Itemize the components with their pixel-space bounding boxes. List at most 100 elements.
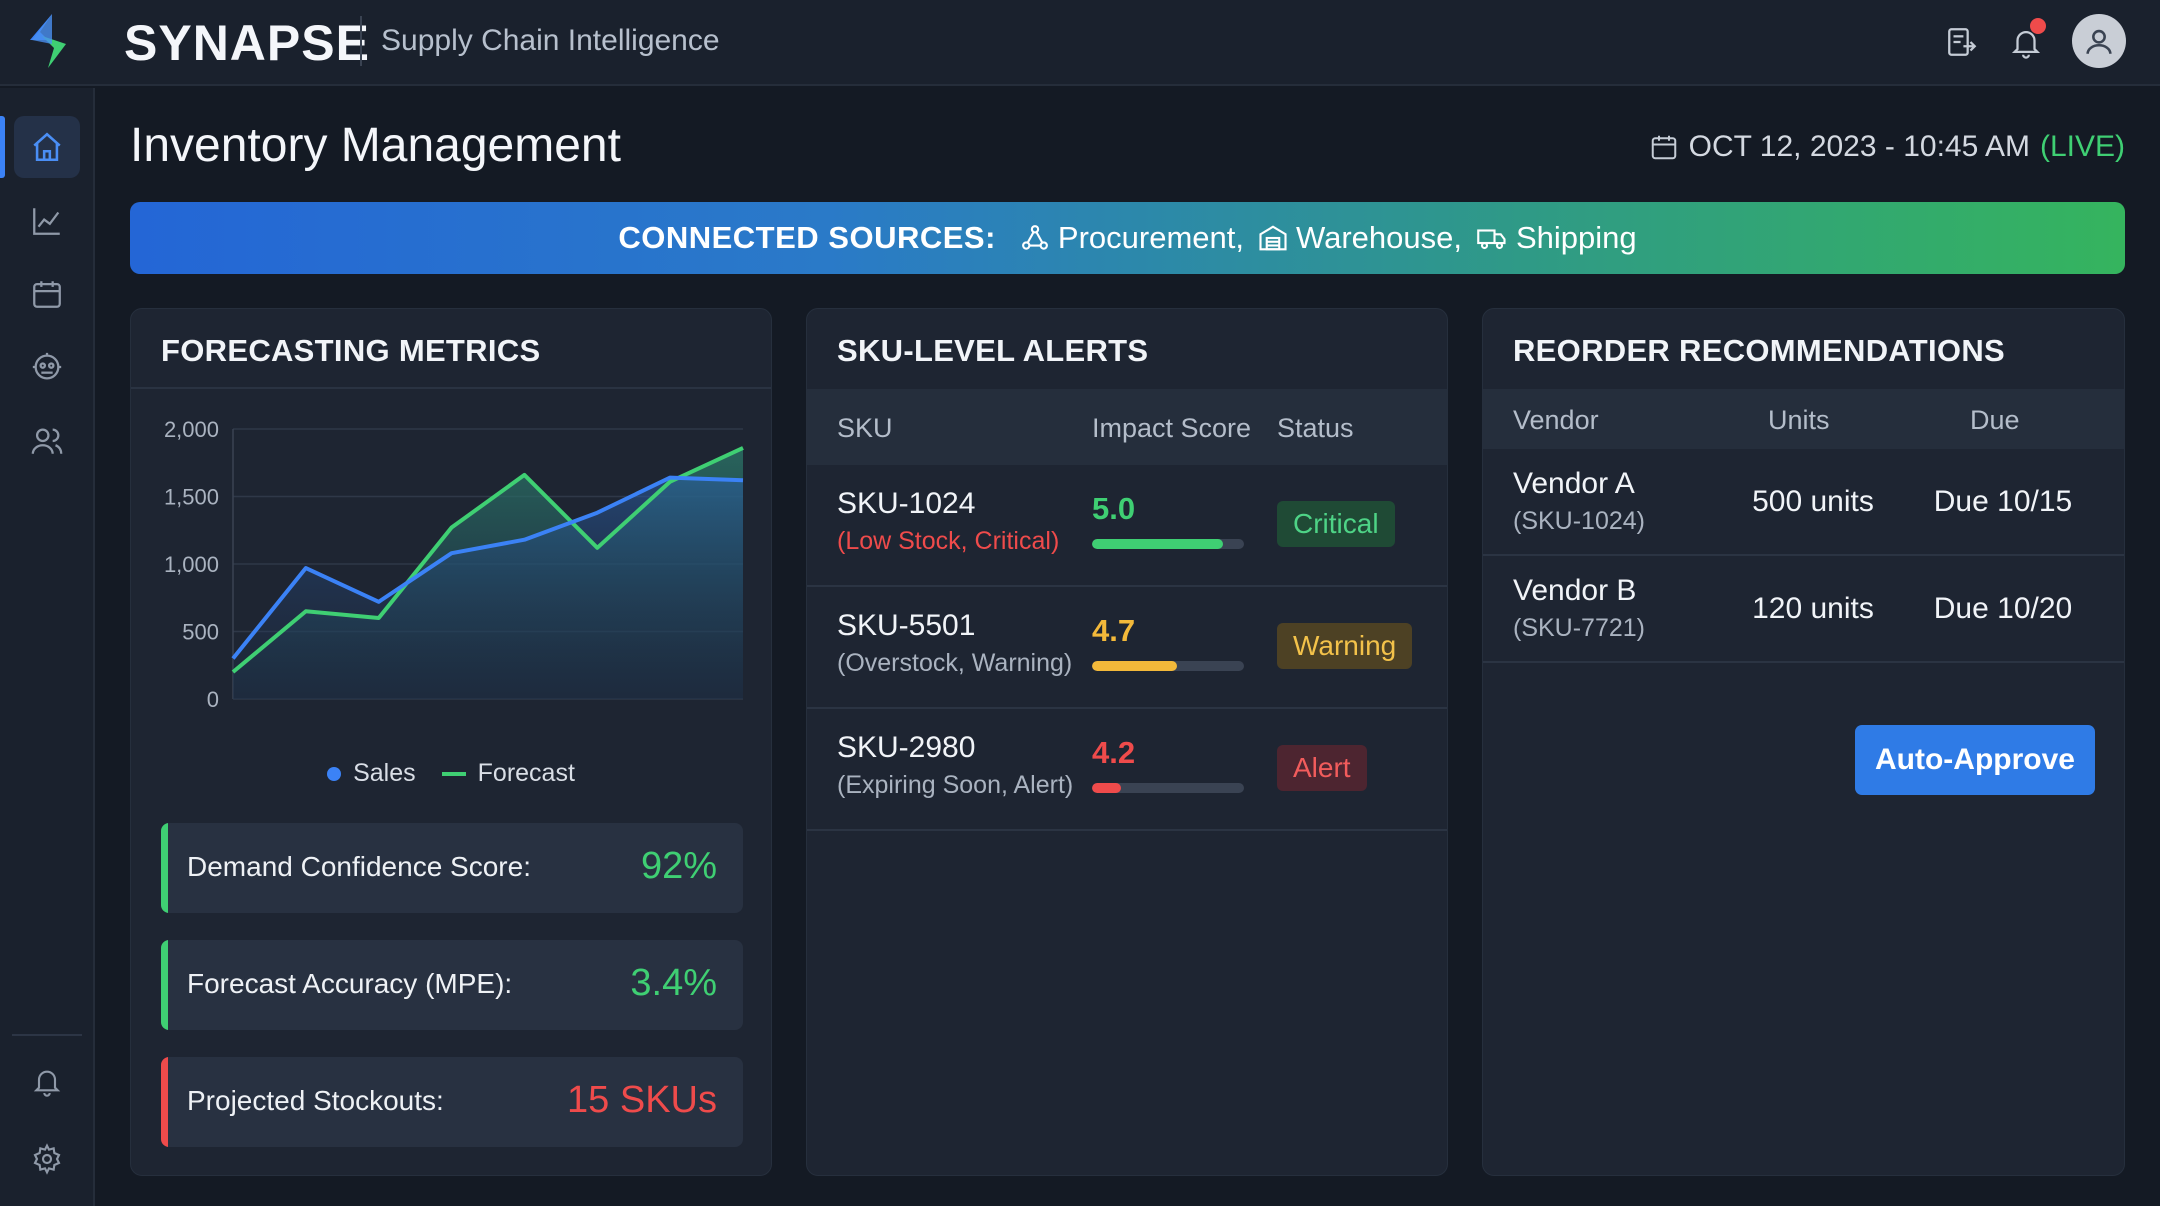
ai-brain-icon xyxy=(32,352,62,380)
sidebar-divider xyxy=(12,1034,82,1036)
panel-title: REORDER RECOMMENDATIONS xyxy=(1513,333,2006,368)
legend-item-forecast: Forecast xyxy=(441,759,575,788)
impact-score-fill xyxy=(1092,539,1223,549)
source-label: Procurement, xyxy=(1057,220,1244,255)
legend-item-sales: Sales xyxy=(327,759,416,788)
column-header-units: Units xyxy=(1768,405,1830,435)
metric-accent-bar xyxy=(161,940,168,1030)
sidebar-item-home[interactable] xyxy=(14,116,80,178)
impact-score: 4.7 xyxy=(1092,613,1136,648)
y-tick-label: 500 xyxy=(182,620,219,645)
metric-demand-confidence: Demand Confidence Score: 92% xyxy=(161,823,743,913)
reorder-due: Due 10/15 xyxy=(1933,485,2073,518)
sku-alerts-panel: SKU-LEVEL ALERTS SKU Impact Score Status… xyxy=(806,308,1448,1176)
panel-title: SKU-LEVEL ALERTS xyxy=(837,333,1149,368)
panel-title: FORECASTING METRICS xyxy=(161,333,541,368)
reorder-units: 120 units xyxy=(1752,592,1874,625)
notifications-button[interactable] xyxy=(2002,18,2050,66)
impact-score: 5.0 xyxy=(1092,491,1136,526)
table-row[interactable]: SKU-5501 (Overstock, Warning) 4.7 Warnin… xyxy=(807,587,1447,709)
vendor-name: Vendor B xyxy=(1513,574,1637,607)
metric-projected-stockouts: Projected Stockouts: 15 SKUs xyxy=(161,1057,743,1147)
users-icon xyxy=(31,428,63,454)
brand-subtitle: Supply Chain Intelligence xyxy=(381,24,720,57)
truck-icon xyxy=(1477,229,1506,250)
sku-id: SKU-5501 xyxy=(837,609,976,642)
calendar-icon xyxy=(1651,135,1676,160)
reorder-recommendations-panel: REORDER RECOMMENDATIONS Vendor Units Due… xyxy=(1482,308,2125,1176)
metric-value: 3.4% xyxy=(630,962,717,1004)
impact-score-bar xyxy=(1092,539,1244,549)
y-tick-label: 2,000 xyxy=(164,417,219,442)
forecast-chart: 0 500 1,000 1,500 2,000 xyxy=(164,417,744,712)
metric-accent-bar xyxy=(161,1057,168,1147)
sku-table-header: SKU Impact Score Status xyxy=(807,389,1447,465)
sidebar-item-calendar[interactable] xyxy=(14,263,80,325)
export-button[interactable] xyxy=(1938,18,1986,66)
warehouse-icon xyxy=(1259,225,1287,251)
export-icon xyxy=(1948,28,1977,56)
live-indicator: (LIVE) xyxy=(2039,130,2125,163)
bell-icon xyxy=(2011,31,2041,59)
notification-dot xyxy=(2030,18,2046,34)
legend-label: Sales xyxy=(353,759,416,787)
panel-divider xyxy=(131,387,771,389)
auto-approve-button[interactable]: Auto-Approve xyxy=(1855,725,2095,795)
connected-sources-label: CONNECTED SOURCES: xyxy=(618,220,996,255)
impact-score-fill xyxy=(1092,661,1178,671)
table-row[interactable]: SKU-2980 (Expiring Soon, Alert) 4.2 Aler… xyxy=(807,709,1447,831)
user-avatar[interactable] xyxy=(2072,14,2126,68)
y-tick-label: 0 xyxy=(207,687,219,712)
source-procurement[interactable]: Procurement, xyxy=(1020,220,1244,256)
sidebar xyxy=(0,88,95,1206)
metric-value: 15 SKUs xyxy=(567,1079,717,1121)
column-header-impact: Impact Score xyxy=(1092,413,1252,443)
table-row[interactable]: Vendor A (SKU-1024) 500 units Due 10/15 xyxy=(1483,449,2124,556)
y-tick-label: 1,000 xyxy=(164,552,219,577)
user-avatar-icon xyxy=(2086,29,2112,54)
column-header-due: Due xyxy=(1970,405,2020,435)
impact-score-bar xyxy=(1092,661,1244,671)
chart-legend: Sales Forecast xyxy=(131,759,771,788)
vendor-sku: (SKU-1024) xyxy=(1513,507,1645,535)
metric-value: 92% xyxy=(640,845,717,887)
metric-label: Demand Confidence Score: xyxy=(187,851,531,882)
table-row[interactable]: SKU-1024 (Low Stock, Critical) 5.0 Criti… xyxy=(807,465,1447,587)
active-indicator xyxy=(0,116,5,178)
column-header-sku: SKU xyxy=(837,413,893,443)
status-badge: Warning xyxy=(1277,623,1413,669)
sku-detail: (Expiring Soon, Alert) xyxy=(837,771,1074,799)
reorder-due: Due 10/20 xyxy=(1933,592,2073,625)
reorder-units: 500 units xyxy=(1752,485,1874,518)
source-shipping[interactable]: Shipping xyxy=(1476,220,1637,256)
gear-icon xyxy=(33,1143,61,1175)
top-bar: SYNAPSE Supply Chain Intelligence xyxy=(0,0,2160,86)
impact-score: 4.2 xyxy=(1092,735,1136,770)
sidebar-item-notifications[interactable] xyxy=(14,1050,80,1112)
sku-id: SKU-1024 xyxy=(837,487,976,520)
sidebar-item-ai[interactable] xyxy=(14,336,80,398)
metric-label: Projected Stockouts: xyxy=(187,1085,444,1116)
brand-divider xyxy=(360,16,362,66)
y-tick-label: 1,500 xyxy=(164,485,219,510)
status-badge: Alert xyxy=(1277,745,1367,791)
sidebar-item-users[interactable] xyxy=(14,410,80,472)
legend-dot xyxy=(327,766,342,781)
status-badge: Critical xyxy=(1277,501,1395,547)
sidebar-item-settings[interactable] xyxy=(14,1128,80,1190)
metric-forecast-accuracy: Forecast Accuracy (MPE): 3.4% xyxy=(161,940,743,1030)
sales-line xyxy=(231,475,744,660)
metric-accent-bar xyxy=(161,823,168,913)
sidebar-item-analytics[interactable] xyxy=(14,190,80,252)
table-row[interactable]: Vendor B (SKU-7721) 120 units Due 10/20 xyxy=(1483,556,2124,663)
vendor-sku: (SKU-7721) xyxy=(1513,614,1645,642)
connected-sources-banner: CONNECTED SOURCES: Procurement, Warehous… xyxy=(130,202,2125,274)
datetime-text: OCT 12, 2023 - 10:45 AM xyxy=(1688,130,2030,163)
reorder-table-header: Vendor Units Due xyxy=(1483,389,2124,449)
source-warehouse[interactable]: Warehouse, xyxy=(1258,220,1462,256)
bell-icon xyxy=(33,1070,61,1097)
forecast-line xyxy=(231,446,744,674)
network-icon xyxy=(1021,225,1048,250)
brand-name: SYNAPSE xyxy=(124,15,370,71)
sku-detail: (Overstock, Warning) xyxy=(837,649,1073,677)
